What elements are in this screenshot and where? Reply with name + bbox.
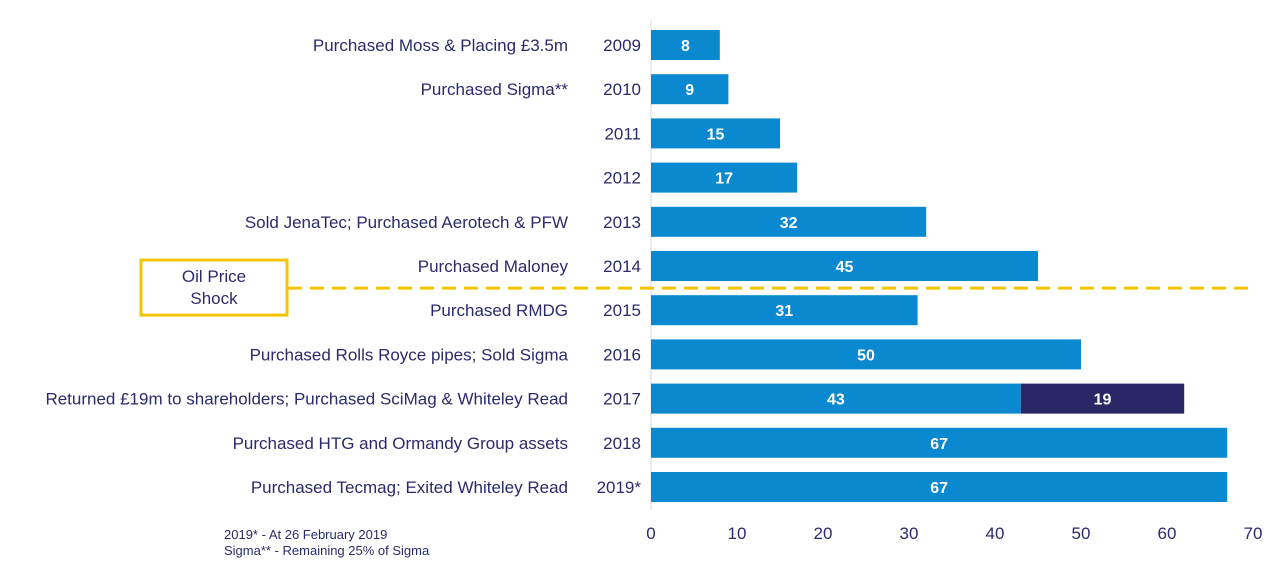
- event-annotation: Purchased Moss & Placing £3.5m: [313, 36, 568, 55]
- bar: [651, 427, 1228, 458]
- bar-value-label: 15: [707, 126, 725, 143]
- bar-returned-segment: [1020, 383, 1185, 414]
- event-annotation: Purchased Sigma**: [421, 80, 569, 99]
- bar-value-label: 43: [827, 392, 845, 409]
- bar: [651, 74, 729, 105]
- bar: [651, 472, 1228, 502]
- year-label: 2015: [603, 301, 641, 320]
- bar-value-label: 67: [930, 480, 948, 497]
- bar: [651, 383, 1021, 414]
- footnote-2019: 2019* - At 26 February 2019: [224, 527, 388, 542]
- year-label: 2019*: [597, 478, 642, 497]
- bar: [651, 295, 918, 326]
- event-annotation: Sold JenaTec; Purchased Aerotech & PFW: [245, 213, 568, 232]
- x-tick-label: 20: [814, 524, 833, 543]
- event-annotation: Returned £19m to shareholders; Purchased…: [45, 390, 568, 409]
- oil-price-shock-label-line2: Shock: [190, 289, 238, 308]
- oil-price-shock-marker: Oil Price Shock: [139, 258, 1252, 317]
- event-annotation: Purchased Tecmag; Exited Whiteley Read: [251, 478, 568, 497]
- year-label: 2011: [604, 124, 641, 143]
- oil-price-shock-label-line1: Oil Price: [182, 267, 246, 286]
- event-annotation: Purchased Rolls Royce pipes; Sold Sigma: [250, 345, 569, 364]
- bar: [651, 206, 927, 237]
- bar: [651, 118, 780, 149]
- x-tick-label: 30: [900, 524, 919, 543]
- bar-value-label: 67: [930, 436, 948, 453]
- bar-value-label: 50: [857, 347, 875, 364]
- bars-layer: 8 9 15 17 32 45 31 50 43 19 67 67: [651, 30, 1228, 502]
- bar-value-label: 45: [836, 259, 854, 276]
- year-label: 2017: [603, 390, 641, 409]
- x-tick-label: 60: [1158, 524, 1177, 543]
- year-label: 2009: [603, 36, 641, 55]
- year-labels: 2009 2010 2011 2012 2013 2014 2015 2016 2017 2018…: [597, 36, 642, 497]
- event-annotation: Purchased Maloney: [418, 257, 569, 276]
- bar: [651, 339, 1081, 370]
- event-annotation: Purchased HTG and Ormandy Group assets: [233, 434, 568, 453]
- year-label: 2010: [603, 80, 641, 99]
- year-label: 2016: [603, 345, 641, 364]
- x-tick-label: 40: [986, 524, 1005, 543]
- bar-value-label: 32: [780, 215, 798, 232]
- footnote-sigma: Sigma** - Remaining 25% of Sigma: [224, 543, 430, 558]
- bar: [651, 162, 798, 193]
- bar-value-label: 9: [685, 82, 694, 99]
- bar-value-label: 19: [1094, 392, 1112, 409]
- year-label: 2014: [603, 257, 641, 276]
- x-tick-label: 0: [646, 524, 655, 543]
- annotations-layer: Purchased Moss & Placing £3.5m Purchased …: [45, 36, 568, 497]
- year-label: 2012: [603, 169, 641, 188]
- bar: [651, 30, 720, 60]
- bar-value-label: 8: [681, 38, 690, 55]
- x-tick-label: 50: [1072, 524, 1091, 543]
- x-axis-ticks: 0 10 20 30 40 50 60 70: [646, 524, 1262, 543]
- oil-price-shock-box: [139, 258, 289, 317]
- bar-value-label: 31: [775, 303, 793, 320]
- year-label: 2018: [603, 434, 641, 453]
- bar-value-label: 17: [715, 171, 733, 188]
- x-tick-label: 10: [728, 524, 747, 543]
- bar: [651, 251, 1038, 281]
- x-tick-label: 70: [1244, 524, 1263, 543]
- year-label: 2013: [603, 213, 641, 232]
- event-annotation: Purchased RMDG: [430, 301, 568, 320]
